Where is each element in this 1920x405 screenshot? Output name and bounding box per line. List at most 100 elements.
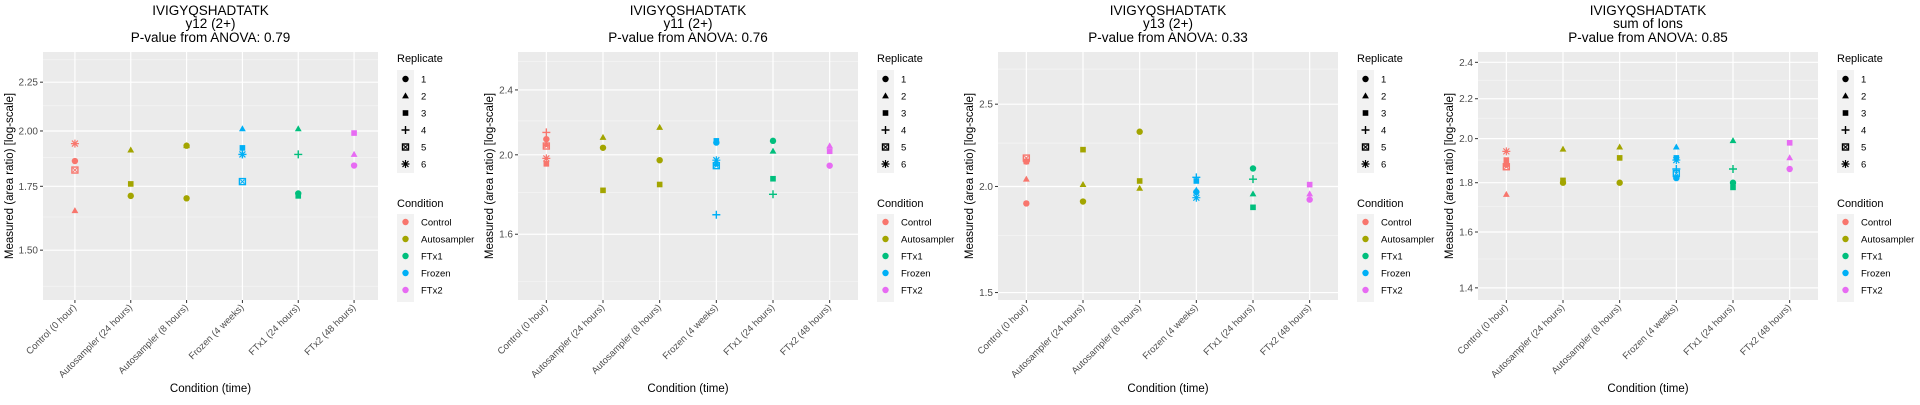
- triangle-marker: [239, 125, 246, 132]
- legend-color-dot: [1362, 269, 1369, 277]
- data-point: [71, 157, 79, 165]
- legend-title-replicate: Replicate: [397, 53, 443, 65]
- legend-color-dot: [1362, 252, 1369, 260]
- legend-label: Frozen: [1381, 269, 1411, 280]
- legend-title-condition: Condition: [1837, 198, 1883, 210]
- x-tick-label: Frozen (4 weeks): [1621, 302, 1681, 362]
- square-marker: [351, 130, 357, 136]
- chart-title: IVIGYQSHADTATK: [1590, 3, 1707, 18]
- legend-shape-plus: [1841, 126, 1850, 134]
- data-point: [1730, 184, 1736, 191]
- legend-shape-circle: [882, 75, 889, 83]
- data-point: [1306, 196, 1313, 203]
- legend-shape-asterisk: [1361, 160, 1370, 168]
- plus-marker: [1672, 164, 1681, 173]
- legend-color-dot: [882, 269, 889, 277]
- data-point: [127, 181, 134, 187]
- legend-label: 2: [421, 92, 426, 103]
- plus-marker: [542, 128, 551, 137]
- legend-shape-square-cross: [881, 143, 890, 151]
- data-point: [542, 142, 551, 150]
- square-cross-lines: [713, 163, 719, 169]
- data-point: [238, 177, 247, 186]
- square-marker: [1080, 146, 1086, 153]
- circle-marker: [1616, 179, 1623, 186]
- triangle-marker: [1136, 184, 1144, 191]
- y-tick-label: 2.00: [19, 126, 39, 137]
- asterisk-marker: [401, 160, 410, 168]
- data-point: [239, 145, 246, 151]
- legend-title-replicate: Replicate: [1837, 53, 1883, 65]
- data-point: [1022, 175, 1030, 182]
- y-tick-label: 1.6: [1459, 227, 1473, 238]
- x-tick-label: Control (0 hour): [496, 302, 551, 357]
- legend-label: Control: [1861, 218, 1892, 229]
- square-cross-marker: [238, 177, 247, 186]
- circle-marker: [350, 162, 358, 169]
- triangle-marker: [1616, 143, 1624, 150]
- triangle-marker: [826, 142, 834, 149]
- square-marker: [600, 187, 606, 194]
- legend-title-replicate: Replicate: [877, 53, 923, 65]
- plot-background: [43, 52, 378, 300]
- legend-label: Frozen: [1861, 269, 1891, 280]
- data-point: [826, 148, 833, 155]
- legend-label: 1: [1861, 75, 1866, 86]
- legend-label: Control: [1381, 218, 1412, 229]
- plus-marker: [401, 126, 410, 134]
- legend-color-dot: [882, 252, 889, 260]
- square-cross-lines: [72, 167, 78, 173]
- legend-shape-square: [1842, 110, 1849, 116]
- circle-marker: [543, 135, 550, 143]
- circle-marker: [71, 157, 79, 165]
- legend-label: 1: [1381, 75, 1386, 86]
- asterisk-marker: [1361, 160, 1370, 168]
- circle-marker: [826, 162, 833, 169]
- legend-color-dot: [1842, 286, 1849, 294]
- legend-label: 2: [901, 92, 906, 103]
- triangle-marker: [1306, 190, 1314, 197]
- data-point: [1672, 156, 1681, 165]
- data-point: [656, 156, 663, 164]
- legend-shape-square-cross: [1361, 143, 1370, 151]
- square-marker: [1250, 204, 1256, 211]
- square-marker: [1306, 181, 1313, 188]
- data-point: [1079, 198, 1087, 205]
- triangle-marker: [599, 133, 607, 140]
- data-point: [70, 139, 79, 148]
- legend-shape-square-cross: [1841, 143, 1850, 151]
- data-point: [1250, 204, 1256, 211]
- triangle-marker: [1079, 181, 1087, 188]
- plot-background: [1478, 52, 1818, 300]
- legend-label: 4: [1381, 126, 1386, 137]
- triangle-marker: [1022, 175, 1030, 182]
- data-point: [769, 190, 777, 199]
- square-marker: [1362, 110, 1369, 116]
- y-axis-title: Measured (area ratio) [log-scale]: [484, 93, 496, 259]
- data-point: [127, 146, 135, 153]
- legend-color-dot: [402, 235, 409, 243]
- square-cross-marker: [1502, 163, 1511, 171]
- legend-label: Control: [901, 218, 932, 229]
- x-axis-title: Condition (time): [170, 383, 251, 395]
- data-point: [712, 161, 721, 170]
- legend-shape-asterisk: [1841, 160, 1850, 168]
- square-cross-marker: [542, 142, 551, 150]
- chart-subtitle: y12 (2+): [186, 16, 236, 31]
- x-axis-title: Condition (time): [1607, 383, 1688, 395]
- legend-label: 3: [1861, 109, 1866, 120]
- chart-subtitle: y11 (2+): [664, 16, 713, 31]
- data-point: [183, 142, 190, 149]
- y-tick-label: 2.4: [1459, 58, 1473, 69]
- asterisk-marker: [712, 156, 721, 165]
- legend-color-dot: [1842, 252, 1849, 260]
- x-tick-label: FTx1 (24 hours): [247, 302, 303, 358]
- y-tick-label: 2.0: [1459, 134, 1473, 145]
- circle-marker: [1729, 179, 1737, 186]
- data-point: [1079, 181, 1087, 188]
- legend-label: FTx1: [1381, 252, 1403, 263]
- data-point: [1786, 154, 1794, 161]
- square-cross-lines: [403, 144, 408, 150]
